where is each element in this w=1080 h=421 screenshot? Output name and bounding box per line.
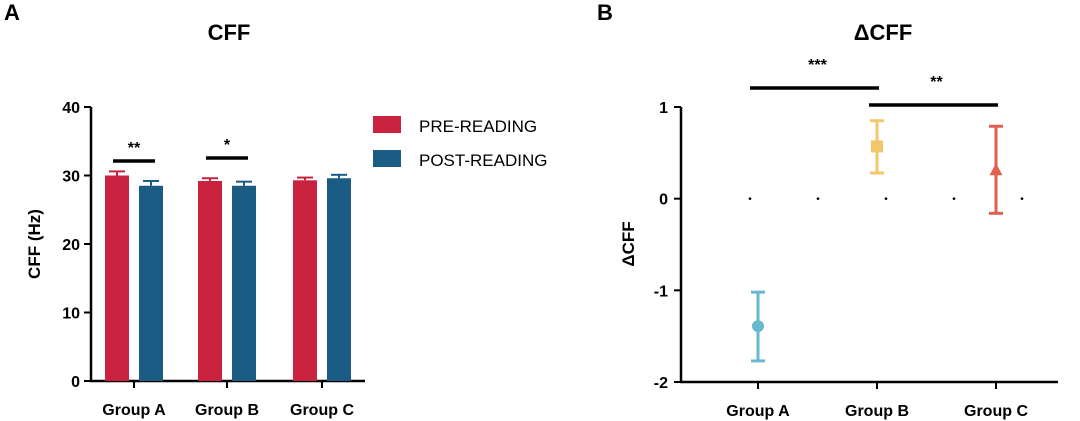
chart-title-a: CFF [208, 20, 251, 45]
y-tick-label-b: 1 [659, 100, 668, 117]
y-axis-label-a: CFF (Hz) [25, 209, 44, 279]
bar-post-reading [232, 185, 256, 381]
y-tick-label-b: -2 [654, 375, 668, 392]
legend-swatch-post-reading [373, 150, 401, 167]
y-tick-label-a: 30 [62, 169, 80, 186]
significance-label-b: *** [808, 57, 827, 74]
x-tick-label-a: Group B [195, 402, 259, 419]
zero-reference-dot [748, 197, 752, 200]
legend-label-pre-reading: PRE-READING [419, 117, 537, 136]
x-tick-label-a: Group C [290, 402, 354, 419]
x-tick-label-b: Group A [726, 403, 790, 420]
mean-marker-square [871, 140, 883, 153]
bar-post-reading [139, 185, 163, 381]
x-tick-label-b: Group B [845, 403, 909, 420]
panel-letter-a: A [4, 0, 20, 25]
y-tick-label-a: 0 [71, 374, 80, 391]
y-axis-label-b: ΔCFF [619, 221, 638, 266]
panel-letter-b: B [597, 0, 613, 25]
zero-reference-dot [1020, 197, 1024, 200]
y-tick-label-b: -1 [654, 283, 668, 300]
significance-label-b: ** [930, 74, 943, 91]
y-tick-label-a: 10 [62, 306, 80, 323]
mean-marker-triangle [989, 163, 1003, 176]
y-tick-label-b: 0 [659, 192, 668, 209]
y-tick-label-a: 40 [62, 100, 80, 117]
legend-label-post-reading: POST-READING [419, 151, 547, 170]
significance-label-a: * [224, 137, 231, 154]
bar-post-reading [327, 178, 351, 381]
bar-pre-reading [198, 180, 222, 381]
y-tick-label-a: 20 [62, 237, 80, 254]
x-tick-label-a: Group A [102, 402, 166, 419]
zero-reference-dot [952, 197, 956, 200]
bar-pre-reading [105, 175, 129, 381]
significance-label-a: ** [128, 140, 141, 157]
mean-marker-circle [752, 320, 764, 333]
chart-title-b: ΔCFF [854, 20, 913, 45]
bar-pre-reading [293, 180, 317, 381]
legend-swatch-pre-reading [373, 116, 401, 133]
zero-reference-dot [816, 197, 820, 200]
x-tick-label-b: Group C [964, 403, 1028, 420]
zero-reference-dot [884, 197, 888, 200]
